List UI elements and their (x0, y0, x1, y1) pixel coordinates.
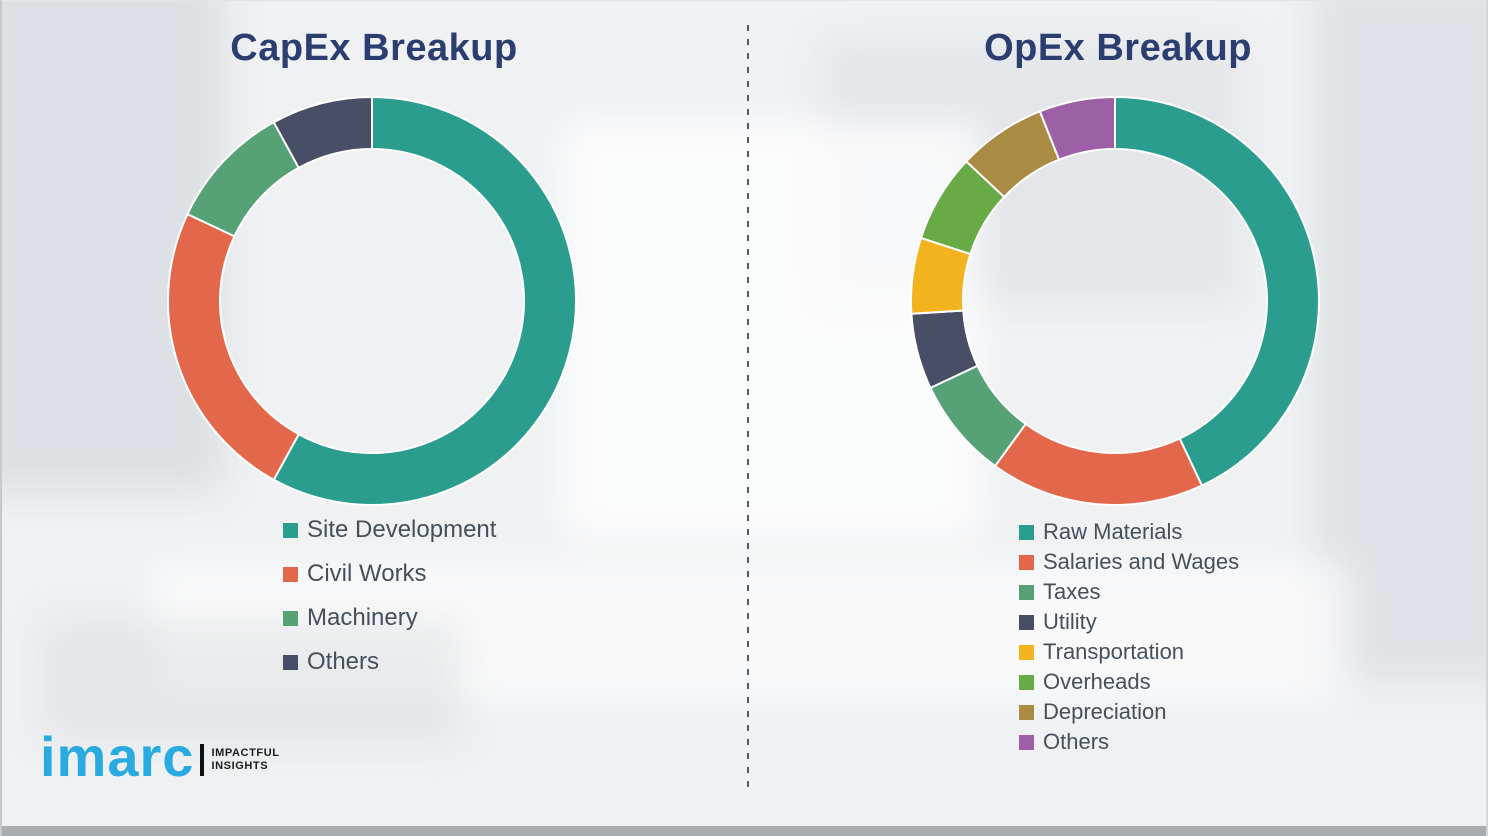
bottom-border-strip (2, 826, 1486, 836)
legend-swatch-transportation (1019, 644, 1034, 660)
imarc-logo-divider-bar (200, 744, 205, 776)
capex-chart-title: CapEx Breakup (230, 27, 518, 69)
legend-label: Depreciation (1043, 699, 1167, 724)
donut-segment-salaries-and-wages: Salaries and Wages (993, 422, 1204, 506)
legend-item-salaries-and-wages: Salaries and Wages (1019, 547, 1239, 577)
legend-label: Others (1043, 729, 1110, 754)
legend-swatch-others (283, 654, 298, 670)
legend-item-machinery: Machinery (283, 596, 496, 640)
imarc-tagline-line1: IMPACTFUL (211, 746, 280, 759)
opex-chart-title: OpEx Breakup (984, 27, 1252, 69)
legend-label: Civil Works (307, 560, 427, 587)
donut-segment-civil-works: Civil Works (167, 212, 301, 482)
capex-panel: CapEx Breakup Site Development Civil Work… (2, 1, 746, 836)
legend-label: Salaries and Wages (1043, 549, 1240, 574)
capex-legend: Site Development Civil Works Machinery Othe… (283, 508, 496, 684)
legend-swatch-raw-materials (1019, 524, 1034, 540)
legend-swatch-utility (1019, 614, 1034, 630)
legend-swatch-others (1019, 734, 1034, 750)
legend-label: Utility (1043, 609, 1097, 634)
imarc-tagline-line2: INSIGHTS (211, 760, 269, 772)
legend-item-transportation: Transportation (1019, 637, 1239, 667)
legend-item-civil-works: Civil Works (283, 552, 496, 596)
legend-swatch-salaries-and-wages (1019, 554, 1034, 570)
legend-swatch-site-development (283, 522, 298, 538)
imarc-logo-text: imarc (40, 725, 195, 788)
legend-label: Machinery (307, 604, 418, 631)
imarc-logo: imarc IMPACTFUL INSIGHTS (40, 729, 280, 785)
legend-item-depreciation: Depreciation (1019, 697, 1239, 727)
imarc-logo-tagline: IMPACTFUL INSIGHTS (211, 747, 279, 773)
legend-swatch-taxes (1019, 584, 1034, 600)
legend-item-raw-materials: Raw Materials (1019, 517, 1239, 547)
legend-label: Site Development (307, 516, 497, 543)
legend-item-others: Others (1019, 727, 1239, 757)
donut-segment-raw-materials: Raw Materials (1114, 95, 1320, 487)
legend-swatch-machinery (283, 610, 298, 626)
opex-panel: OpEx Breakup Raw Materials Salaries and W… (746, 1, 1486, 836)
donut-segment-others: Others (272, 95, 373, 170)
legend-swatch-overheads (1019, 674, 1034, 690)
legend-swatch-civil-works (283, 566, 298, 582)
legend-swatch-depreciation (1019, 704, 1034, 720)
legend-item-utility: Utility (1019, 607, 1239, 637)
legend-item-others: Others (283, 640, 496, 684)
legend-label: Overheads (1043, 669, 1151, 694)
legend-item-overheads: Overheads (1019, 667, 1239, 697)
legend-item-site-development: Site Development (283, 508, 496, 552)
legend-label: Raw Materials (1043, 519, 1183, 544)
legend-label: Transportation (1043, 639, 1185, 664)
panel-divider-dashed-line (747, 25, 749, 791)
legend-label: Taxes (1043, 579, 1101, 604)
legend-label: Others (307, 648, 380, 675)
opex-legend: Raw Materials Salaries and Wages Taxes Util… (1019, 517, 1239, 757)
donut-segment-site-development: Site Development (272, 95, 577, 506)
donut-segment-others: Others (1038, 95, 1116, 161)
legend-item-taxes: Taxes (1019, 577, 1239, 607)
